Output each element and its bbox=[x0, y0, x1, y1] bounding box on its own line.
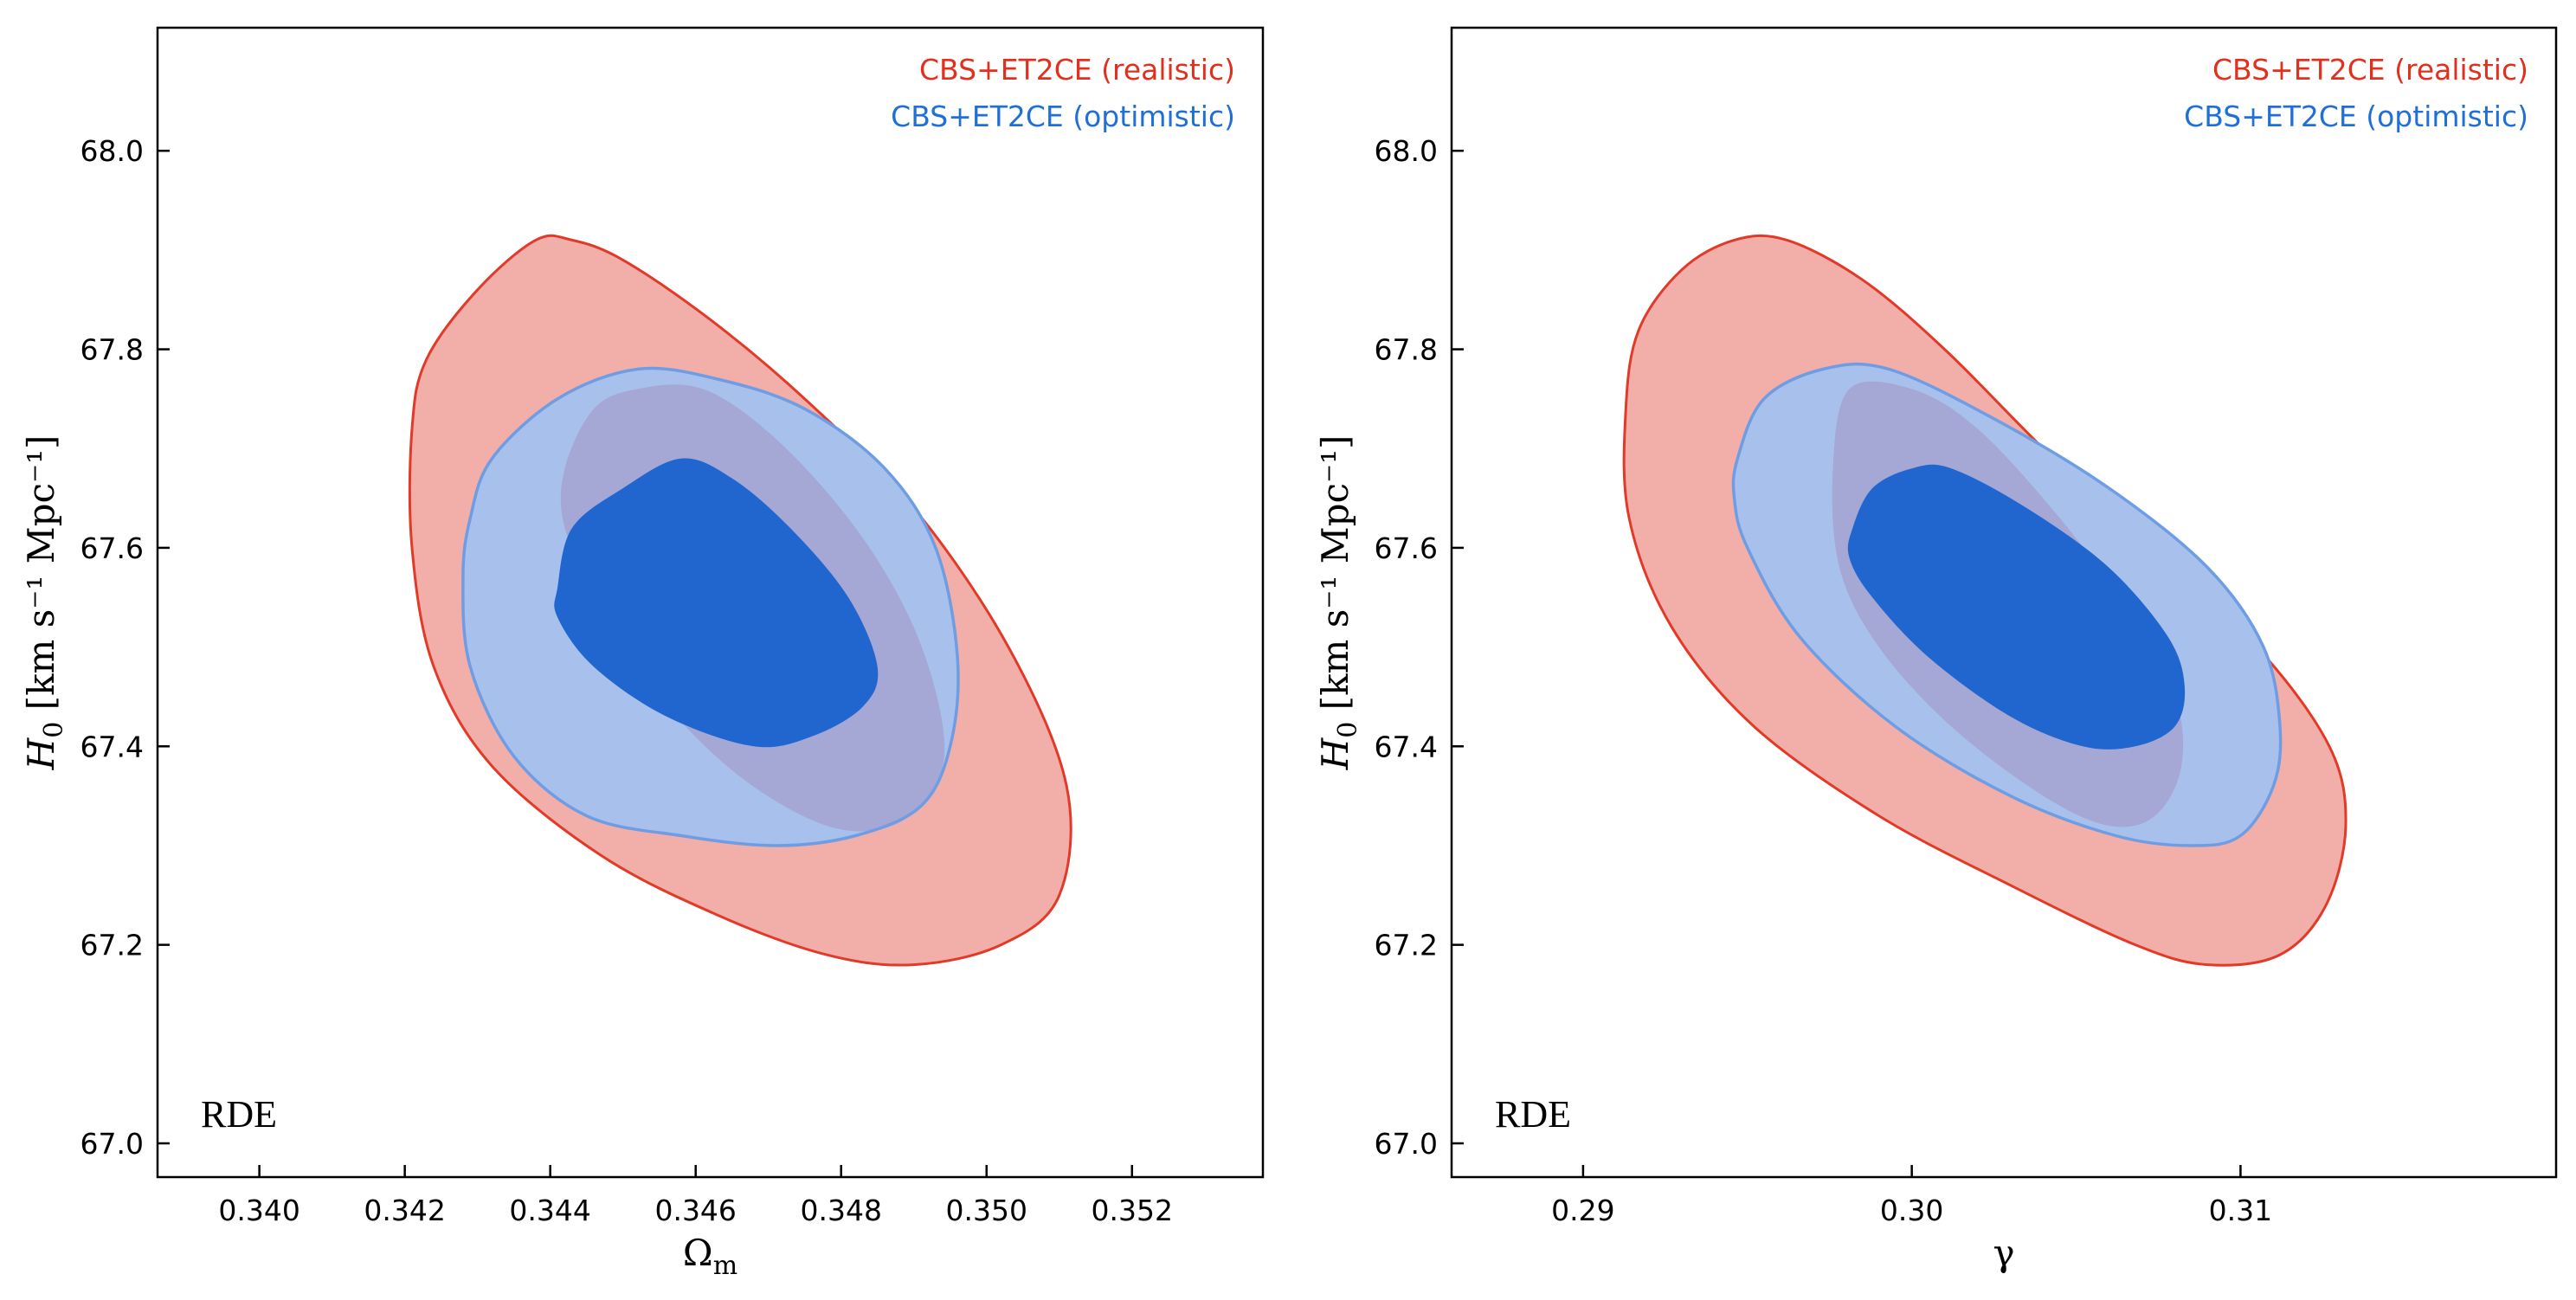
x-axis-subscript: m bbox=[713, 1251, 737, 1281]
y-axis-units: [km s⁻¹ Mpc⁻¹] bbox=[20, 435, 62, 722]
y-tick-label: 67.8 bbox=[1375, 333, 1438, 367]
legend-optimistic: CBS+ET2CE (optimistic) bbox=[2184, 100, 2528, 133]
x-tick-label: 0.350 bbox=[946, 1194, 1027, 1227]
y-axis-label: H0 [km s⁻¹ Mpc⁻¹] bbox=[1314, 435, 1363, 771]
y-tick-label: 67.2 bbox=[80, 929, 144, 962]
optimistic-2sigma-outline bbox=[461, 366, 960, 847]
legend-realistic: CBS+ET2CE (realistic) bbox=[2212, 53, 2528, 87]
y-tick-label: 67.4 bbox=[1375, 730, 1438, 763]
x-tick-label: 0.344 bbox=[509, 1194, 590, 1227]
y-tick-label: 67.6 bbox=[1375, 531, 1438, 565]
x-tick-label: 0.30 bbox=[1880, 1194, 1943, 1227]
y-tick-label: 67.0 bbox=[80, 1127, 144, 1161]
y-tick-label: 67.0 bbox=[1375, 1127, 1438, 1161]
plot-frame bbox=[156, 26, 1265, 1179]
model-label: RDE bbox=[201, 1093, 277, 1136]
model-label: RDE bbox=[1495, 1093, 1571, 1136]
y-tick-label: 67.6 bbox=[80, 531, 144, 565]
y-axis-symbol: H bbox=[20, 737, 62, 770]
y-axis-subscript: 0 bbox=[39, 722, 69, 738]
y-tick-label: 68.0 bbox=[80, 134, 144, 168]
y-tick-label: 67.2 bbox=[1375, 929, 1438, 962]
x-tick-label: 0.346 bbox=[654, 1194, 736, 1227]
y-tick-label: 67.4 bbox=[80, 730, 144, 763]
y-axis-subscript: 0 bbox=[1333, 722, 1363, 738]
y-axis-symbol: H bbox=[1314, 737, 1356, 770]
optimistic-1sigma-contour bbox=[554, 458, 879, 748]
x-axis-symbol: Ω bbox=[683, 1232, 713, 1274]
x-tick-label: 0.348 bbox=[800, 1194, 881, 1227]
y-axis-units: [km s⁻¹ Mpc⁻¹] bbox=[1314, 435, 1356, 722]
legend-optimistic: CBS+ET2CE (optimistic) bbox=[891, 100, 1235, 133]
plot-frame bbox=[1450, 26, 2558, 1179]
x-tick-label: 0.29 bbox=[1551, 1194, 1614, 1227]
legend-realistic: CBS+ET2CE (realistic) bbox=[919, 53, 1235, 87]
x-axis-label: γ bbox=[1993, 1232, 2014, 1274]
x-tick-label: 0.342 bbox=[364, 1194, 445, 1227]
x-axis-symbol: γ bbox=[1993, 1232, 2014, 1274]
y-axis-label: H0 [km s⁻¹ Mpc⁻¹] bbox=[20, 435, 69, 771]
optimistic-1sigma-contour bbox=[1847, 464, 2186, 750]
x-axis-label: Ωm bbox=[683, 1232, 737, 1281]
x-tick-label: 0.31 bbox=[2209, 1194, 2272, 1227]
y-tick-label: 67.8 bbox=[80, 333, 144, 367]
y-tick-label: 68.0 bbox=[1375, 134, 1438, 168]
optimistic-2sigma-outline bbox=[1731, 362, 2283, 847]
x-tick-label: 0.352 bbox=[1092, 1194, 1173, 1227]
x-tick-label: 0.340 bbox=[218, 1194, 299, 1227]
panel-2: 0.29 0.30 0.31 67.0 67.2 67.4 67.6 67.8 68.0 γ H0 … bbox=[1314, 26, 2558, 1274]
panel-1: 0.340 0.342 0.344 0.346 0.348 0.350 0.352 67.0 6… bbox=[20, 26, 1265, 1281]
